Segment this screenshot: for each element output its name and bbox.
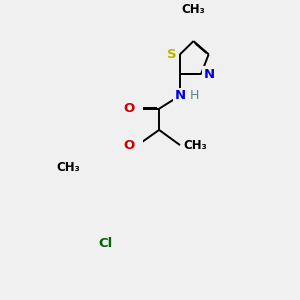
Text: S: S: [167, 48, 177, 61]
Text: N: N: [204, 68, 215, 81]
Text: CH₃: CH₃: [57, 161, 81, 174]
Text: N: N: [175, 89, 186, 102]
Text: Cl: Cl: [98, 237, 113, 250]
Text: O: O: [123, 102, 134, 115]
Text: CH₃: CH₃: [182, 4, 206, 16]
Text: CH₃: CH₃: [184, 139, 207, 152]
Text: O: O: [123, 139, 134, 152]
Text: H: H: [190, 89, 200, 102]
